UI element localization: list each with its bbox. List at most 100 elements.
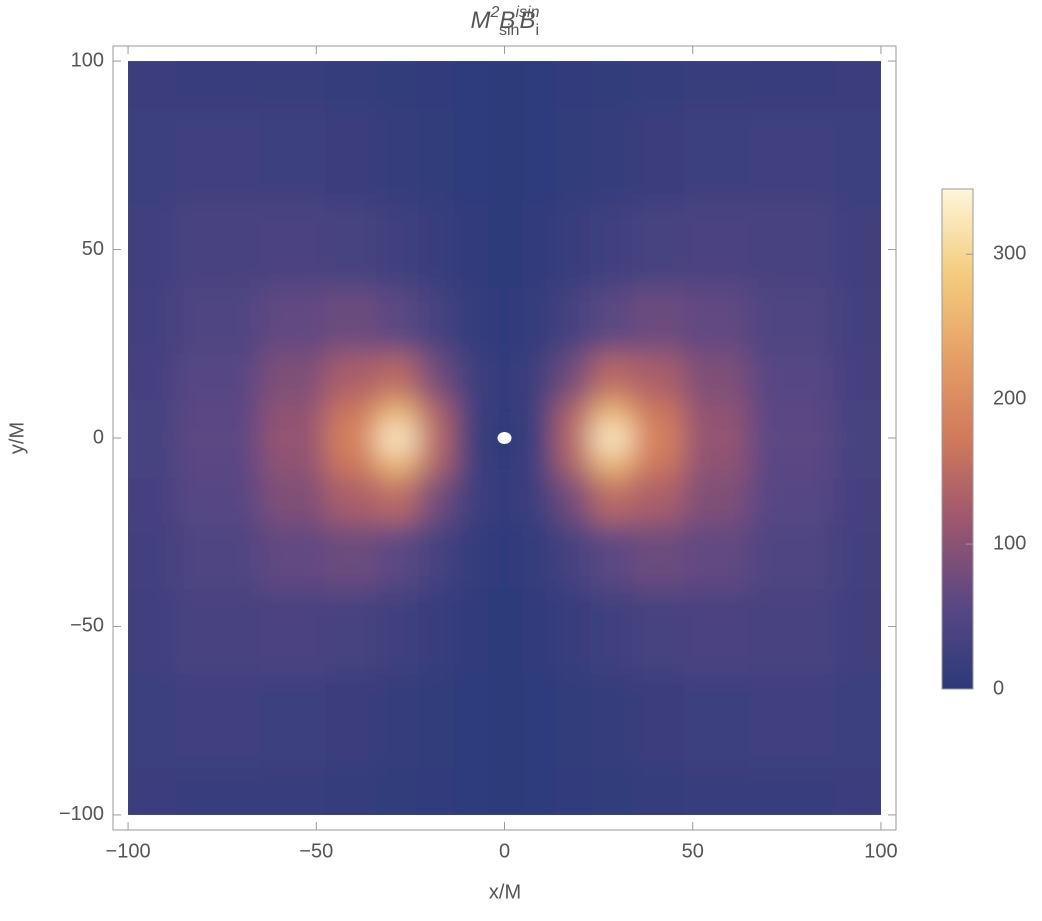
colorbar-tick-label: 300 xyxy=(993,242,1026,264)
density-cell xyxy=(453,202,489,288)
density-cell xyxy=(453,108,489,203)
density-cell xyxy=(128,588,176,675)
density-cell xyxy=(591,426,633,450)
density-cells xyxy=(128,61,881,815)
chart-title: M2Bi sinBisin xyxy=(471,4,540,39)
density-cell xyxy=(376,353,419,399)
density-cell xyxy=(487,449,522,479)
title-part: sin xyxy=(499,22,519,39)
density-cell xyxy=(417,353,455,399)
density-cell xyxy=(175,202,261,288)
density-cell xyxy=(555,767,592,815)
colorbar xyxy=(942,189,973,689)
density-cell xyxy=(749,426,835,450)
density-cell xyxy=(749,61,835,109)
density-cell xyxy=(591,353,633,399)
density-cell xyxy=(683,287,750,354)
density-cell xyxy=(417,522,455,590)
density-cell xyxy=(555,202,592,288)
density-cell xyxy=(325,202,378,288)
density-cell xyxy=(259,673,327,769)
density-cell xyxy=(325,287,378,354)
density-cell xyxy=(521,673,556,769)
density-cell xyxy=(632,449,684,479)
density-cell xyxy=(325,767,378,815)
density-cell xyxy=(128,108,176,203)
density-cell xyxy=(175,398,261,428)
title-part: B xyxy=(499,7,515,34)
density-cell xyxy=(521,287,556,354)
density-cell xyxy=(833,61,881,109)
density-cell xyxy=(521,353,556,399)
title-part: M xyxy=(471,7,491,34)
density-cell xyxy=(632,287,684,354)
density-cell xyxy=(453,588,489,675)
density-cell xyxy=(453,426,489,450)
density-cell xyxy=(683,522,750,590)
y-axis-label: y/M xyxy=(6,422,28,454)
density-cell xyxy=(175,353,261,399)
density-cell xyxy=(749,588,835,675)
density-cell xyxy=(175,426,261,450)
density-cell xyxy=(683,202,750,288)
density-cell xyxy=(555,353,592,399)
density-cell xyxy=(376,61,419,109)
density-cell xyxy=(325,398,378,428)
density-cell xyxy=(591,449,633,479)
density-cell xyxy=(128,767,176,815)
density-cell xyxy=(128,202,176,288)
title-part: sin xyxy=(519,4,540,21)
density-cell xyxy=(591,287,633,354)
density-cell xyxy=(259,477,327,524)
density-cell xyxy=(521,202,556,288)
density-cell xyxy=(683,398,750,428)
density-cell xyxy=(175,61,261,109)
density-cell xyxy=(417,108,455,203)
density-cell xyxy=(749,449,835,479)
density-cell xyxy=(521,522,556,590)
density-cell xyxy=(555,673,592,769)
density-cell xyxy=(259,108,327,203)
density-cell xyxy=(453,353,489,399)
density-cell xyxy=(487,108,522,203)
density-cell xyxy=(417,61,455,109)
density-cell xyxy=(175,108,261,203)
colorbar-tick-label: 0 xyxy=(993,677,1004,699)
density-cell xyxy=(683,477,750,524)
title-part: i xyxy=(535,22,539,39)
density-cell xyxy=(417,426,455,450)
density-cell xyxy=(749,477,835,524)
colorbar-frame xyxy=(941,188,974,690)
missing-region xyxy=(497,432,512,444)
density-cell xyxy=(325,353,378,399)
density-cell xyxy=(591,588,633,675)
density-cell xyxy=(259,588,327,675)
density-cell xyxy=(376,522,419,590)
density-cell xyxy=(175,449,261,479)
density-cell xyxy=(417,588,455,675)
y-tick-label: 100 xyxy=(71,49,104,71)
density-cell xyxy=(376,287,419,354)
density-cell xyxy=(325,477,378,524)
density-cell xyxy=(259,522,327,590)
density-cell xyxy=(521,588,556,675)
density-cell xyxy=(632,522,684,590)
density-cell xyxy=(453,61,489,109)
density-cell xyxy=(833,673,881,769)
density-cell xyxy=(521,426,556,450)
density-cell xyxy=(128,426,176,450)
density-cell xyxy=(749,767,835,815)
density-cell xyxy=(453,673,489,769)
density-cell xyxy=(325,61,378,109)
density-cell xyxy=(683,108,750,203)
density-cell xyxy=(376,202,419,288)
density-cell xyxy=(521,449,556,479)
density-cell xyxy=(487,61,522,109)
density-cell xyxy=(417,449,455,479)
density-cell xyxy=(749,522,835,590)
density-cell xyxy=(417,673,455,769)
density-cell xyxy=(487,522,522,590)
density-cell xyxy=(487,767,522,815)
x-tick-label: 0 xyxy=(499,840,510,862)
density-cell xyxy=(175,673,261,769)
